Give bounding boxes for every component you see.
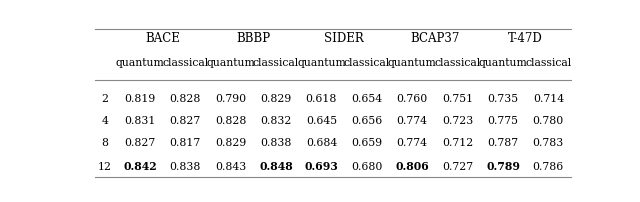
- Text: 0.827: 0.827: [124, 138, 156, 147]
- Text: BCAP37: BCAP37: [410, 32, 460, 45]
- Text: 0.787: 0.787: [488, 138, 518, 147]
- Text: 0.831: 0.831: [124, 116, 156, 126]
- Text: 0.693: 0.693: [305, 160, 339, 171]
- Text: 0.828: 0.828: [170, 94, 201, 104]
- Text: classical: classical: [162, 58, 209, 68]
- Text: 0.712: 0.712: [442, 138, 473, 147]
- Text: 0.780: 0.780: [532, 116, 564, 126]
- Text: 0.842: 0.842: [123, 160, 157, 171]
- Text: 0.790: 0.790: [215, 94, 246, 104]
- Text: 0.828: 0.828: [215, 116, 246, 126]
- Text: 0.774: 0.774: [397, 138, 428, 147]
- Text: 0.832: 0.832: [260, 116, 292, 126]
- Text: SIDER: SIDER: [324, 32, 364, 45]
- Text: 0.829: 0.829: [215, 138, 246, 147]
- Text: 0.727: 0.727: [442, 161, 473, 171]
- Text: quantum: quantum: [206, 58, 255, 68]
- Text: 0.774: 0.774: [397, 116, 428, 126]
- Text: 0.659: 0.659: [351, 138, 382, 147]
- Text: T-47D: T-47D: [508, 32, 543, 45]
- Text: 0.786: 0.786: [532, 161, 564, 171]
- Text: 8: 8: [101, 138, 108, 147]
- Text: BBBP: BBBP: [236, 32, 271, 45]
- Text: 0.654: 0.654: [351, 94, 382, 104]
- Text: 0.680: 0.680: [351, 161, 383, 171]
- Text: 0.760: 0.760: [397, 94, 428, 104]
- Text: quantum: quantum: [479, 58, 527, 68]
- Text: 0.789: 0.789: [486, 160, 520, 171]
- Text: 0.838: 0.838: [170, 161, 201, 171]
- Text: 12: 12: [98, 161, 112, 171]
- Text: BACE: BACE: [145, 32, 180, 45]
- Text: 0.843: 0.843: [215, 161, 246, 171]
- Text: 0.817: 0.817: [170, 138, 201, 147]
- Text: 0.645: 0.645: [306, 116, 337, 126]
- Text: 0.827: 0.827: [170, 116, 201, 126]
- Text: 2: 2: [101, 94, 108, 104]
- Text: 0.848: 0.848: [259, 160, 293, 171]
- Text: 0.618: 0.618: [306, 94, 337, 104]
- Text: classical: classical: [435, 58, 481, 68]
- Text: 0.806: 0.806: [396, 160, 429, 171]
- Text: 0.819: 0.819: [124, 94, 156, 104]
- Text: 0.735: 0.735: [488, 94, 518, 104]
- Text: quantum: quantum: [115, 58, 164, 68]
- Text: classical: classical: [253, 58, 299, 68]
- Text: 0.838: 0.838: [260, 138, 292, 147]
- Text: 0.714: 0.714: [532, 94, 564, 104]
- Text: classical: classical: [344, 58, 390, 68]
- Text: quantum: quantum: [297, 58, 346, 68]
- Text: classical: classical: [525, 58, 572, 68]
- Text: 0.656: 0.656: [351, 116, 383, 126]
- Text: 0.783: 0.783: [532, 138, 564, 147]
- Text: 0.829: 0.829: [260, 94, 292, 104]
- Text: 0.684: 0.684: [306, 138, 337, 147]
- Text: 0.775: 0.775: [488, 116, 518, 126]
- Text: 0.723: 0.723: [442, 116, 473, 126]
- Text: quantum: quantum: [388, 58, 436, 68]
- Text: 0.751: 0.751: [442, 94, 473, 104]
- Text: 4: 4: [102, 116, 108, 126]
